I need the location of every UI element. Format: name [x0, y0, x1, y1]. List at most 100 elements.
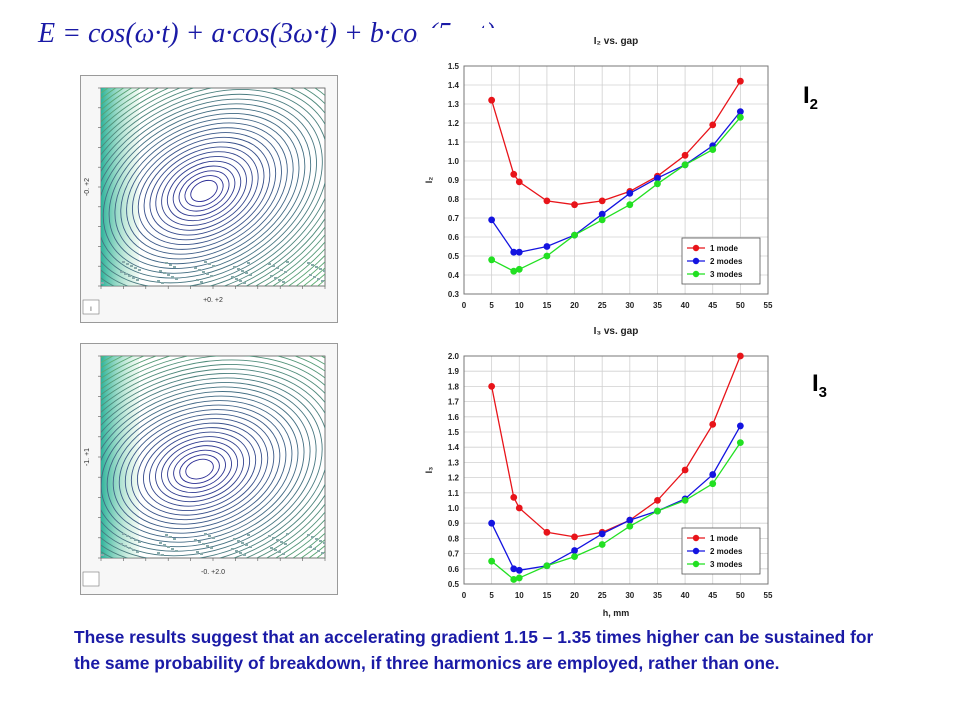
- legend-marker: [692, 560, 700, 568]
- y-tick-label: 0.6: [448, 233, 460, 242]
- data-point: [709, 421, 717, 428]
- chart-i3-vs-gap: I₃ vs. gap 0 5 10 15 20 25 30 35 40 45 50 55 0.5 0.6 0.…: [418, 318, 782, 618]
- contour-line: [101, 395, 299, 543]
- contour-line: [173, 449, 226, 489]
- contour-label-marker: [270, 547, 273, 549]
- data-point: [510, 576, 518, 583]
- legend-label: 2 modes: [710, 547, 743, 556]
- contour-label-marker: [249, 274, 252, 276]
- data-point: [709, 480, 717, 488]
- data-point: [681, 497, 689, 504]
- y-tick-label: 0.9: [448, 519, 460, 528]
- contour-corner-box: [82, 299, 100, 315]
- data-point: [543, 197, 551, 205]
- data-point: [598, 197, 606, 205]
- contour-label-marker: [130, 265, 133, 267]
- y-axis-label: I₂: [424, 177, 434, 184]
- contour-label-marker: [286, 533, 289, 535]
- x-tick-label: 25: [598, 591, 607, 600]
- contour-line: [101, 103, 312, 279]
- contour-line: [155, 151, 253, 231]
- data-point: [709, 121, 717, 129]
- contour-line: [101, 93, 323, 286]
- y-tick-label: 1.1: [448, 489, 460, 498]
- legend-marker: [692, 534, 700, 542]
- contour-lines: [101, 356, 325, 558]
- contour-label-marker: [233, 538, 236, 540]
- contour-label-marker: [122, 533, 125, 535]
- y-tick-label: 0.8: [448, 195, 460, 204]
- x-tick-label: 40: [681, 301, 690, 310]
- data-point: [515, 248, 523, 256]
- data-point: [488, 216, 496, 224]
- y-tick-label: 1.6: [448, 413, 460, 422]
- contour-label-marker: [280, 269, 283, 271]
- contour-line: [126, 127, 282, 255]
- contour-label-marker: [321, 280, 324, 282]
- contour-line: [161, 440, 238, 498]
- contour-label-marker: [194, 267, 197, 269]
- contour-label-marker: [169, 536, 172, 538]
- contour-label-marker: [317, 278, 320, 280]
- contour-line: [101, 88, 325, 286]
- x-tick-label: 25: [598, 301, 607, 310]
- contour-label-marker: [284, 543, 287, 545]
- contour-line: [101, 377, 323, 558]
- contour-line: [108, 112, 300, 269]
- data-point: [510, 267, 518, 275]
- y-tick-label: 1.3: [448, 458, 460, 467]
- contour-label-marker: [311, 536, 314, 538]
- data-point: [510, 565, 518, 573]
- contour-label-marker: [202, 271, 205, 273]
- x-tick-label: 15: [542, 301, 551, 310]
- contour-label-marker: [231, 548, 234, 550]
- data-point: [510, 493, 518, 501]
- contour-label-marker: [321, 552, 324, 554]
- y-tick-label: 1.2: [448, 119, 460, 128]
- x-axis-label: h, mm: [603, 608, 630, 618]
- contour-label-marker: [286, 261, 289, 263]
- legend-marker: [692, 244, 700, 252]
- contour-label-marker: [323, 270, 325, 272]
- y-tick-label: 0.5: [448, 252, 460, 261]
- contour-label-marker: [132, 549, 135, 551]
- caption: These results suggest that an accelerati…: [74, 627, 874, 673]
- x-tick-label: 0: [462, 591, 467, 600]
- data-point: [736, 77, 744, 85]
- data-point: [510, 170, 518, 178]
- contour-label-marker: [212, 537, 215, 539]
- contour-line: [101, 359, 325, 558]
- y-tick-label: 1.0: [448, 504, 460, 513]
- contour-label-marker: [194, 539, 197, 541]
- contour-line: [136, 422, 263, 516]
- contour-label-marker: [196, 279, 199, 281]
- y-tick-label: 1.9: [448, 367, 460, 376]
- contour-label-marker: [126, 535, 129, 537]
- contour-label-marker: [243, 554, 246, 556]
- x-tick-label: 15: [542, 591, 551, 600]
- contour-label-marker: [208, 263, 211, 265]
- x-tick-label: 40: [681, 591, 690, 600]
- data-point: [654, 497, 661, 504]
- data-point: [681, 466, 689, 474]
- chart-i2-vs-gap: I₂ vs. gap 0 5 10 15 20 25 30 35 40 45 50 55 0.3 0.4 0.…: [418, 28, 782, 328]
- contour-label-marker: [237, 268, 240, 270]
- contour-label-marker: [169, 264, 172, 266]
- contour-line: [130, 418, 269, 521]
- data-point: [543, 562, 551, 570]
- y-tick-label: 1.5: [448, 62, 460, 71]
- contour-y-axis-label: -1. +1: [84, 448, 91, 466]
- contour-line: [101, 88, 325, 286]
- contour-label-marker: [274, 549, 277, 551]
- contour-line: [101, 88, 325, 286]
- contour-label-marker: [245, 272, 248, 274]
- data-point: [543, 243, 551, 250]
- legend-marker: [692, 547, 700, 555]
- contour-line: [167, 445, 232, 493]
- contour-label-marker: [272, 537, 275, 539]
- contour-label-marker: [210, 547, 213, 549]
- x-tick-label: 20: [570, 301, 579, 310]
- contour-line: [142, 427, 257, 512]
- contour-line: [118, 409, 281, 530]
- plot-border: [463, 65, 769, 295]
